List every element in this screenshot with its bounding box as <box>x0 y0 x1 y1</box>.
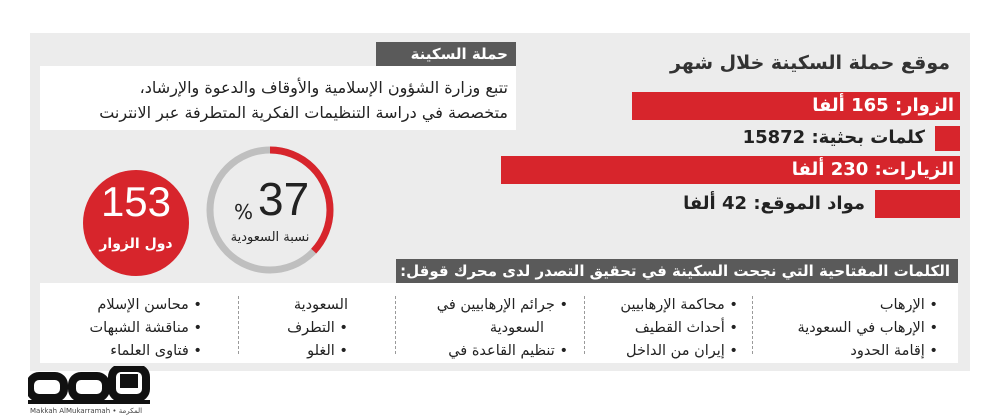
keyword-item: • تنظيم القاعدة في <box>448 343 568 359</box>
keyword-item: • إيران من الداخل <box>626 343 738 359</box>
stat-label-keywords: كلمات بحثية: 15872 <box>742 127 925 148</box>
stat-label-visits: الزيارات: 230 ألفا <box>791 159 954 180</box>
keyword-item: السعودية <box>489 320 544 336</box>
keyword-item: • جرائم الإرهابيين في <box>436 297 568 313</box>
column-divider <box>395 296 396 354</box>
saudi-share-unit: % <box>234 200 254 224</box>
keyword-item: • إقامة الحدود <box>850 343 938 359</box>
keyword-item: السعودية <box>293 297 348 313</box>
stat-bar-keywords <box>935 126 960 151</box>
main-title: موقع حملة السكينة خلال شهر <box>670 52 950 74</box>
column-divider <box>752 296 753 354</box>
column-divider <box>238 296 239 354</box>
keyword-item: • الغلو <box>307 343 348 359</box>
logo-caption: Makkah AlMukarramah • المكرمة <box>30 407 143 415</box>
makkah-logo <box>28 366 150 404</box>
keyword-item: • الإرهاب في السعودية <box>797 320 938 336</box>
stat-bar-visitors <box>632 92 960 120</box>
countries-value: 153 <box>100 178 172 225</box>
keywords-column-2: • محاكمة الإرهابيين • أحداث القطيف • إير… <box>620 294 738 363</box>
saudi-share-gauge <box>206 146 334 274</box>
keywords-box <box>40 283 958 363</box>
keywords-column-5: • محاسن الإسلام • مناقشة الشبهات • فتاوى… <box>90 294 202 363</box>
gauge-arc <box>206 146 334 274</box>
keyword-item: • مناقشة الشبهات <box>89 320 202 336</box>
campaign-line-2: متخصصة في دراسة التنظيمات الفكرية المتطر… <box>99 103 508 122</box>
keywords-column-4: السعودية • التطرف • الغلو <box>287 294 348 363</box>
keywords-column-3: • جرائم الإرهابيين في السعودية • تنظيم ا… <box>437 294 568 363</box>
keyword-item: • فتاوى العلماء <box>110 343 202 359</box>
keywords-column-1: • الإرهاب • الإرهاب في السعودية • إقامة … <box>797 294 938 363</box>
stat-label-materials: مواد الموقع: 42 ألفا <box>683 193 865 214</box>
keyword-item: • التطرف <box>287 320 348 336</box>
saudi-share-label: نسبة السعودية <box>230 230 310 245</box>
campaign-line-1: تتبع وزارة الشؤون الإسلامية والأوقاف وال… <box>139 78 508 97</box>
keyword-item: • محاكمة الإرهابيين <box>620 297 738 313</box>
column-divider <box>584 296 585 354</box>
campaign-heading: حملة السكينة <box>376 42 516 66</box>
stat-bar-visits <box>501 156 960 184</box>
keyword-item: • محاسن الإسلام <box>97 297 202 313</box>
countries-circle <box>83 170 189 276</box>
keywords-heading: الكلمات المفتاحية التي نجحت السكينة في ت… <box>396 259 958 283</box>
stat-label-visitors: الزوار: 165 ألفا <box>812 95 954 116</box>
countries-label: دول الزوار <box>99 236 173 252</box>
campaign-description-box: تتبع وزارة الشؤون الإسلامية والأوقاف وال… <box>40 66 516 130</box>
keyword-item: • أحداث القطيف <box>634 320 738 336</box>
keyword-item: • الإرهاب <box>879 297 938 313</box>
saudi-share-value: 37 <box>258 173 310 225</box>
stat-bar-materials <box>875 190 960 218</box>
